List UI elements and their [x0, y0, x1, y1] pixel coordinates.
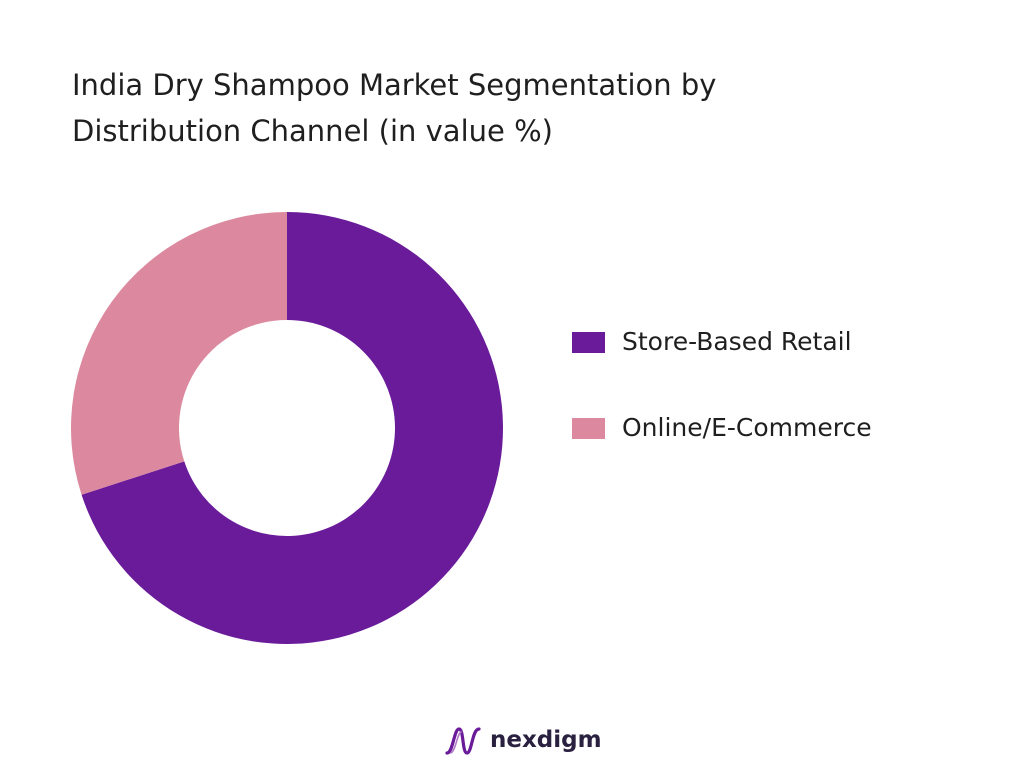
donut-slice-online-e-commerce [70, 212, 288, 495]
legend-swatch-store-based-retail [572, 332, 605, 353]
donut-slice-store-based-retail [81, 212, 504, 644]
logo-text: nexdigm [490, 727, 602, 753]
chart-title: India Dry Shampoo Market Segmentation by… [72, 62, 932, 154]
legend-label-store-based-retail: Store-Based Retail [622, 327, 852, 356]
legend-label-online-e-commerce: Online/E-Commerce [622, 413, 872, 442]
legend-item-online-e-commerce: Online/E-Commerce [572, 408, 972, 448]
legend-item-store-based-retail: Store-Based Retail [572, 322, 972, 362]
chart-title-line-2: Distribution Channel (in value %) [72, 114, 553, 148]
legend-swatch-online-e-commerce [572, 418, 605, 439]
chart-title-line-1: India Dry Shampoo Market Segmentation by [72, 68, 717, 102]
nexdigm-wave-icon [445, 727, 481, 755]
